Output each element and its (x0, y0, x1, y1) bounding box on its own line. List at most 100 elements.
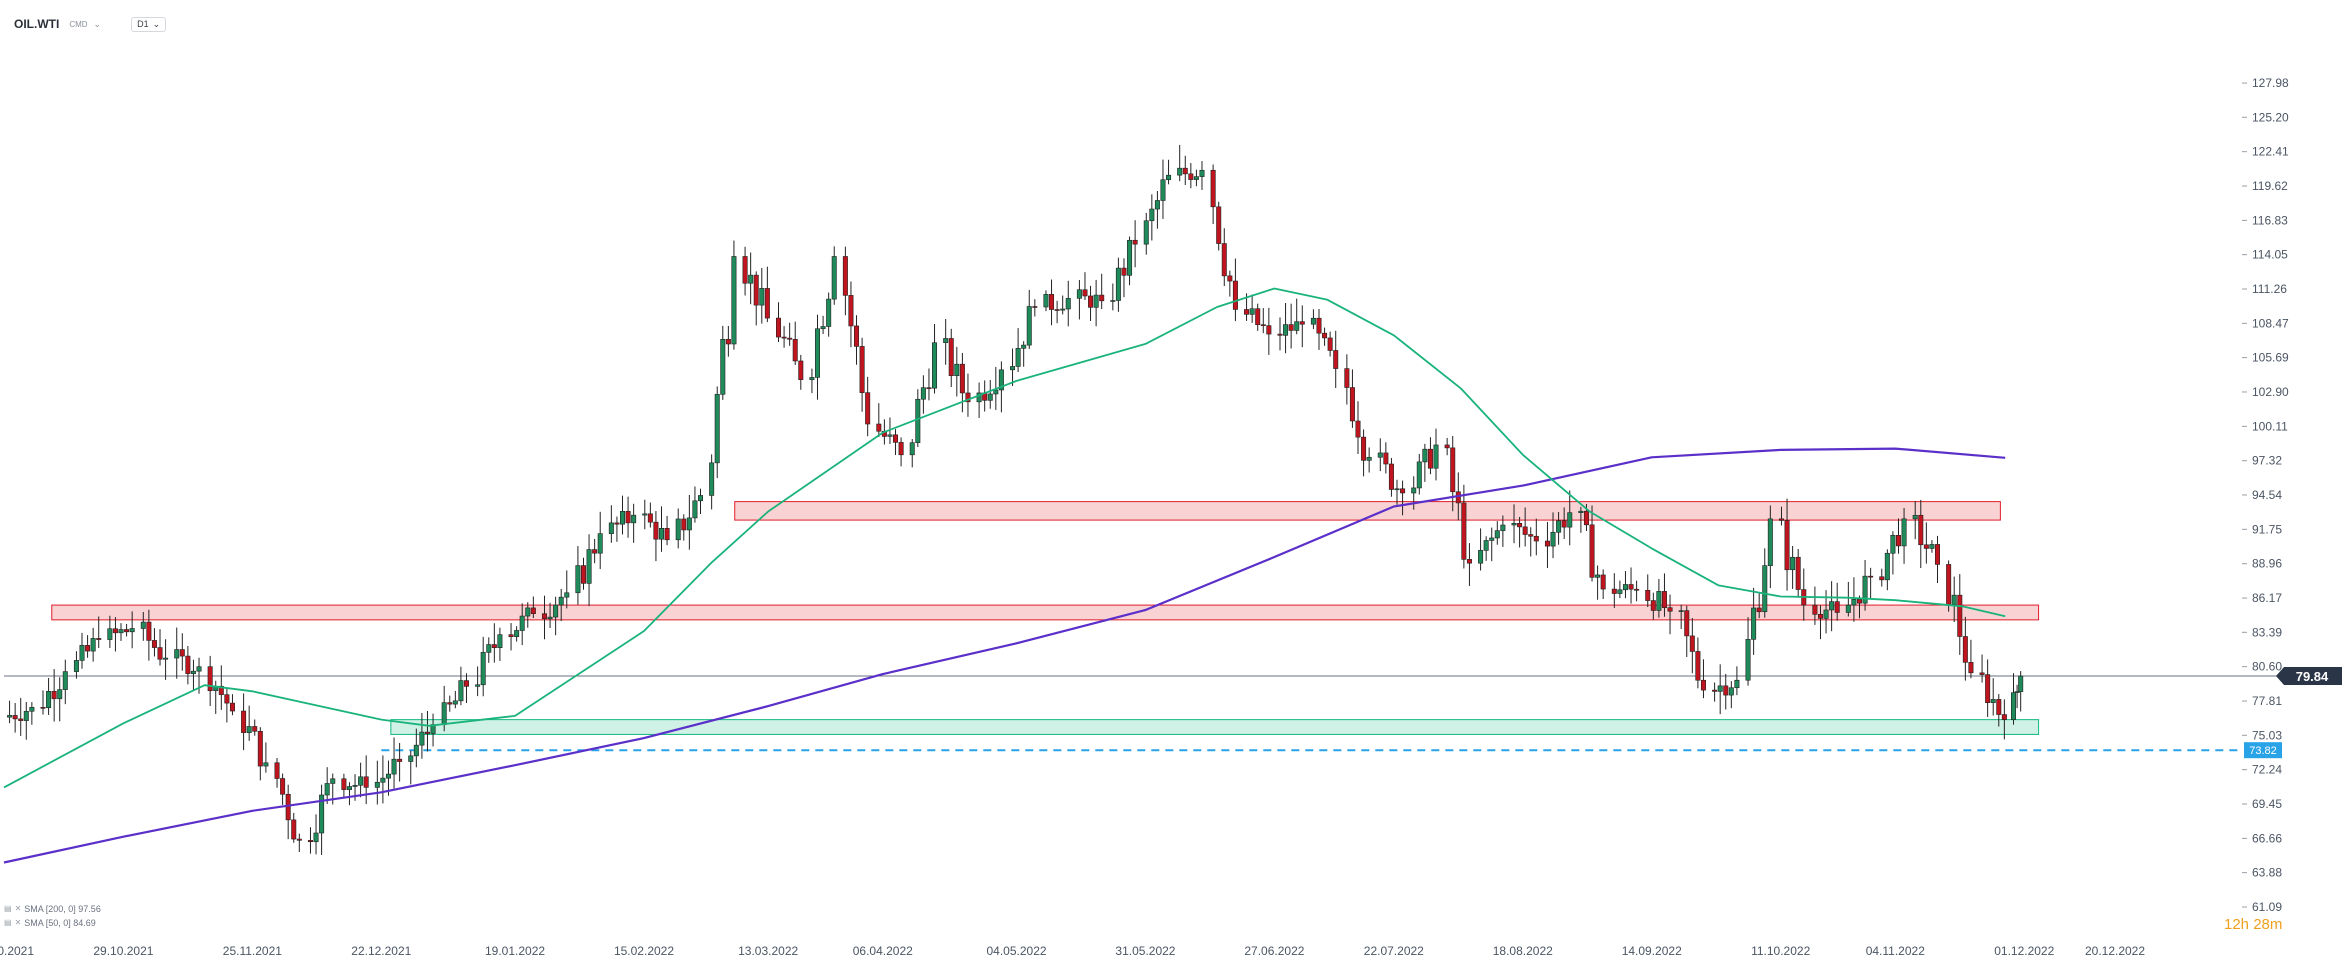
candle-bear (1182, 167, 1188, 175)
candle-bear (224, 694, 230, 704)
candle-bull (324, 783, 330, 796)
candle-bear (1695, 651, 1701, 681)
candle-bear (1957, 594, 1963, 637)
close-icon[interactable]: ✕ (14, 918, 22, 927)
candle-bull (346, 786, 352, 790)
candle-bull (1177, 167, 1183, 176)
legend-sma50[interactable]: ▤ ✕ SMA [50, 0] 84.69 (4, 916, 101, 930)
candle-bull (1115, 267, 1121, 301)
candle-countdown: 12h 28m (2224, 916, 2283, 933)
candle-bear (865, 392, 871, 425)
x-tick-label: 22.07.2022 (1364, 944, 1424, 958)
candle-bear (1544, 540, 1550, 547)
candle-bull (998, 369, 1004, 391)
candle-bear (1700, 679, 1706, 691)
close-icon[interactable]: ✕ (14, 904, 22, 913)
legend-sma200[interactable]: ▤ ✕ SMA [200, 0] 97.56 (4, 902, 101, 916)
candle-bull (519, 615, 525, 631)
y-tick-label: 97.32 (2252, 454, 2282, 468)
candle-bull (1556, 520, 1562, 533)
x-tick-label: 27.06.2022 (1244, 944, 1304, 958)
candle-bear (781, 336, 787, 339)
timeframe-selector[interactable]: D1 ⌄ (131, 16, 167, 32)
candle-bull (486, 644, 492, 653)
candle-bear (776, 317, 782, 338)
candle-bull (374, 781, 380, 788)
candle-bear (1918, 514, 1924, 546)
x-tick-label: 04.10.2021 (0, 944, 34, 958)
candle-bull (1734, 679, 1740, 689)
candle-bear (580, 565, 586, 584)
candle-bull (1845, 604, 1851, 613)
candle-bull (642, 513, 648, 516)
candle-bear (1996, 699, 2002, 715)
candle-bear (1795, 556, 1801, 590)
candle-bull (1767, 518, 1773, 566)
candle-bull (62, 671, 68, 690)
candle-bull (1478, 550, 1484, 564)
candle-bear (1361, 436, 1367, 461)
x-tick-label: 22.12.2021 (351, 944, 411, 958)
candle-bull (1790, 556, 1796, 571)
candle-bull (586, 549, 592, 584)
candle-bear (1661, 591, 1667, 608)
candle-bull (358, 776, 364, 786)
candle-bull (1829, 601, 1835, 611)
reference-lines-layer (4, 675, 2280, 752)
y-tick-label: 83.39 (2252, 625, 2282, 639)
candles-layer (7, 144, 2024, 856)
candle-bull (1110, 300, 1116, 302)
candle-bull (564, 592, 570, 598)
candle-bear (959, 363, 965, 394)
candle-bear (1583, 510, 1589, 526)
candle-bull (1422, 448, 1428, 463)
candle-bull (174, 649, 180, 659)
candle-bull (1310, 317, 1316, 325)
candle-bear (1517, 522, 1523, 528)
candle-bull (1951, 594, 1957, 605)
candle-bear (1054, 309, 1060, 311)
candle-bear (51, 691, 57, 700)
candle-bull (1912, 514, 1918, 520)
candle-bear (1255, 308, 1261, 325)
y-tick-label: 100.11 (2252, 419, 2288, 433)
candle-bull (46, 691, 52, 709)
candle-bull (1823, 609, 1829, 619)
candle-bull (815, 328, 821, 378)
y-tick-label: 80.60 (2252, 660, 2282, 674)
symbol-label[interactable]: OIL.WTI (14, 17, 60, 31)
candle-bear (1277, 333, 1283, 336)
candle-bear (218, 685, 224, 695)
candle-bear (1450, 447, 1456, 493)
candle-bull (1026, 306, 1032, 346)
candle-bear (491, 644, 497, 648)
settings-icon[interactable]: ▤ (4, 918, 12, 927)
sma-layer (3, 287, 2006, 864)
candle-bull (909, 442, 915, 456)
candle-bull (608, 522, 614, 534)
candle-bull (1762, 565, 1768, 613)
candle-bear (742, 256, 748, 284)
candle-bear (798, 360, 804, 380)
candle-bull (1065, 298, 1071, 310)
zones-layer (51, 501, 2040, 735)
candle-bull (1678, 610, 1684, 612)
candle-bull (1617, 589, 1623, 594)
candle-bull (987, 393, 993, 401)
candle-bull (497, 634, 503, 648)
candle-bear (1784, 520, 1790, 571)
symbol-chevron-down-icon[interactable]: ⌄ (93, 18, 102, 29)
candle-bear (1968, 662, 1974, 674)
candle-bear (1723, 685, 1729, 696)
candle-bear (1032, 306, 1038, 308)
settings-icon[interactable]: ▤ (4, 904, 12, 913)
level-tag (2244, 742, 2282, 759)
candle-bull (480, 652, 486, 686)
candle-bear (1049, 294, 1055, 310)
y-tick-label: 105.69 (2252, 351, 2289, 365)
candle-bear (1216, 206, 1222, 244)
candle-bull (1890, 535, 1896, 554)
y-tick-label: 111.26 (2252, 282, 2287, 296)
axes-layer: 127.98 125.20 122.41 119.62 116.83 114.05 111.… (0, 76, 2342, 958)
